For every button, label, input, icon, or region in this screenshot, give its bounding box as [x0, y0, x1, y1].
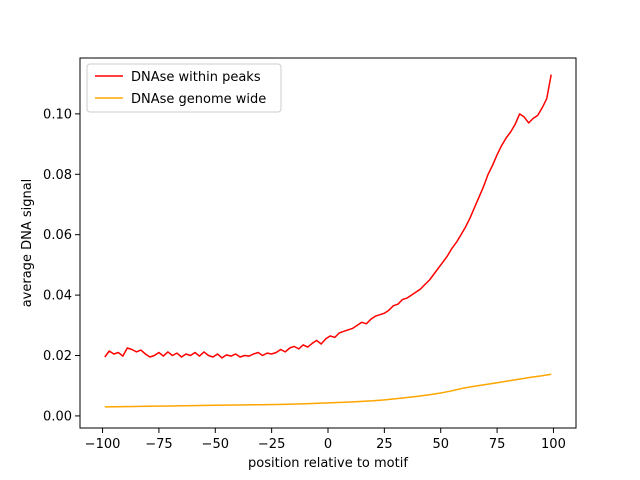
y-tick-label: 0.02 [43, 349, 72, 364]
x-axis: −100 −75 −50 −25 0 25 50 75 100 [85, 428, 566, 452]
x-tick-label: 50 [432, 437, 449, 452]
x-tick-label: 75 [489, 437, 506, 452]
y-axis: 0.00 0.02 0.04 0.06 0.08 0.10 [43, 107, 80, 424]
y-tick-label: 0.08 [43, 168, 72, 183]
y-tick-label: 0.06 [43, 228, 72, 243]
x-tick-label: −50 [202, 437, 229, 452]
y-tick-label: 0.10 [43, 107, 72, 122]
series-line-within-peaks [104, 74, 552, 359]
x-tick-label: 0 [324, 437, 332, 452]
series-line-genome-wide [104, 373, 552, 408]
legend-label-genome-wide: DNAse genome wide [131, 92, 266, 107]
x-tick-label: −100 [85, 437, 121, 452]
x-tick-label: −25 [258, 437, 285, 452]
plot-frame [79, 57, 577, 429]
y-axis-label: average DNA signal [20, 179, 35, 308]
legend: DNAse within peaks DNAse genome wide [86, 63, 282, 113]
legend-box [86, 63, 282, 113]
x-tick-label: −75 [145, 437, 172, 452]
y-tick-label: 0.00 [43, 409, 72, 424]
plot-lines [104, 74, 552, 408]
x-tick-label: 100 [541, 437, 566, 452]
legend-label-within-peaks: DNAse within peaks [131, 70, 261, 85]
x-axis-label: position relative to motif [248, 456, 408, 471]
x-tick-label: 25 [376, 437, 393, 452]
y-tick-label: 0.04 [43, 289, 72, 304]
